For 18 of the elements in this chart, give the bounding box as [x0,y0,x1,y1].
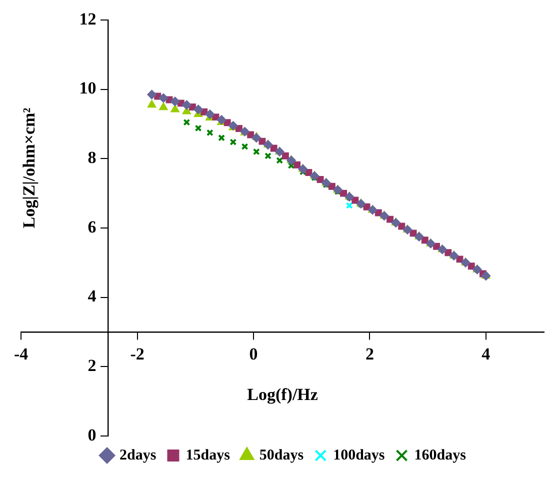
x-axis-title: Log(f)/Hz [247,384,318,404]
legend-label: 15days [186,447,230,464]
y-tick-label: 4 [88,286,97,306]
y-tick-label: 0 [88,425,96,444]
x-tick-label: 2 [365,344,374,364]
y-tick-label: 12 [79,9,96,28]
x-tick-label: -4 [14,344,29,364]
x-tick-label: 0 [249,344,258,364]
legend-label: 100days [333,447,385,464]
legend-label: 50days [259,447,304,464]
y-tick-label: 6 [88,217,96,236]
legend-label: 160days [414,447,466,464]
legend-label: 2days [120,447,156,464]
y-axis-title: Log|Z|/ohm×cm² [19,108,38,228]
y-tick-label: 8 [88,148,96,168]
x-tick-label: -2 [130,344,144,364]
y-tick-label: 10 [79,78,96,98]
x-tick-label: 4 [482,344,491,364]
